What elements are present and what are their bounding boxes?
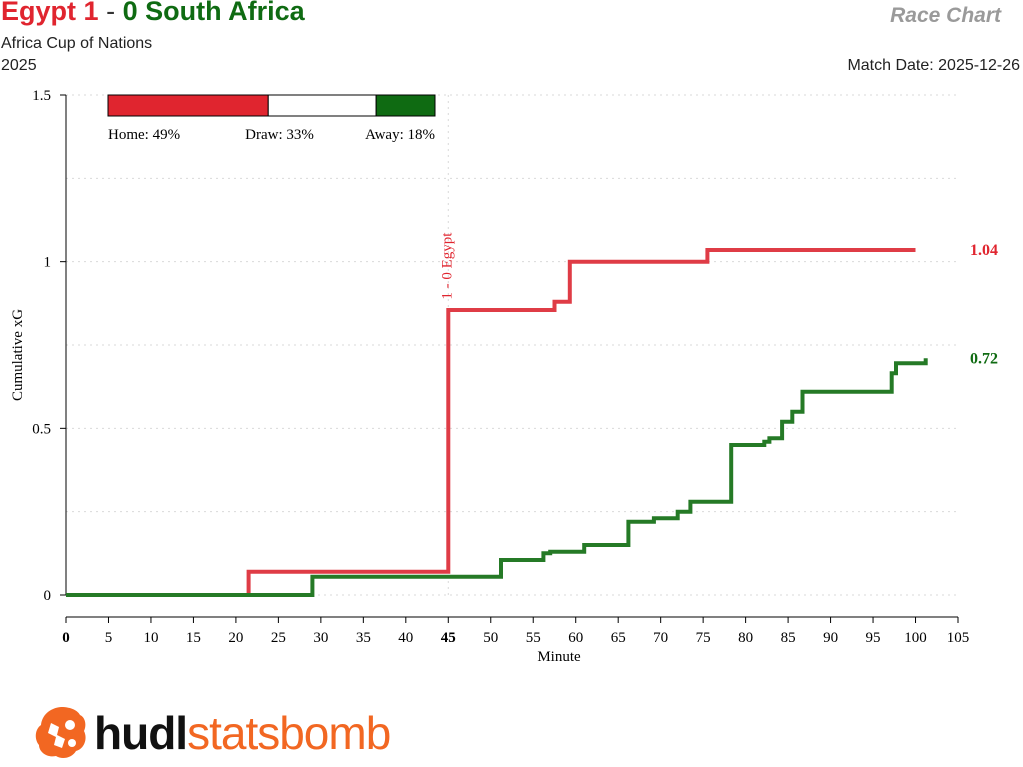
x-tick-label: 90 [823, 630, 838, 646]
home-team-name: Egypt [1, 0, 77, 26]
y-tick-label: 0.5 [32, 421, 51, 437]
x-tick-label: 30 [313, 630, 328, 646]
x-tick-label: 70 [653, 630, 668, 646]
x-tick-label: 100 [904, 630, 927, 646]
chart-type-label: Race Chart [890, 4, 1001, 27]
match-title: Egypt 1 - 0 South Africa [1, 0, 305, 27]
draw-probability-label: Draw: 33% [245, 127, 314, 143]
hudl-statsbomb-logo-icon [35, 707, 86, 759]
x-tick-label: 95 [866, 630, 881, 646]
x-tick-label: 55 [526, 630, 541, 646]
away-team-name: South Africa [145, 0, 305, 26]
competition-name: Africa Cup of Nations [1, 35, 153, 52]
score-separator: - [106, 0, 116, 26]
x-tick-label: 60 [568, 630, 583, 646]
x-tick-label: 25 [271, 630, 286, 646]
x-tick-label: 40 [398, 630, 413, 646]
hudl-statsbomb-logo: hudlstatsbomb [34, 703, 391, 763]
x-tick-label: 75 [696, 630, 711, 646]
y-axis-label: Cumulative xG [10, 309, 26, 401]
x-tick-label: 20 [228, 630, 243, 646]
goal-annotation: 1 - 0 Egypt [439, 232, 455, 300]
logo-word-hudl: hudl [94, 707, 188, 759]
x-tick-label: 50 [483, 630, 498, 646]
away-probability-label: Away: 18% [365, 127, 435, 143]
axes: 0 5 10 15 20 25 30 35 40 45 50 55 60 65 70 75 80 85 90 95 10… [10, 88, 969, 665]
x-tick-label: 105 [947, 630, 970, 646]
logo-word-statsbomb: statsbomb [187, 707, 391, 759]
away-xg-line [66, 358, 928, 597]
away-final-xg-label: 0.72 [970, 350, 998, 367]
x-axis-label: Minute [537, 649, 581, 665]
goal-annotations: 1 - 0 Egypt [439, 232, 455, 300]
away-score: 0 [122, 0, 138, 26]
xg-series: 1.04 0.72 [66, 242, 998, 597]
x-tick-label: 65 [611, 630, 626, 646]
x-tick-label: 0 [62, 630, 70, 646]
x-tick-label: 5 [105, 630, 113, 646]
season-label: 2025 [1, 57, 37, 74]
race-chart: 0 5 10 15 20 25 30 35 40 45 50 55 60 65 70 75 80 85 90 95 10… [10, 88, 998, 665]
away-probability-segment [375, 94, 436, 117]
y-tick-label: 1 [44, 255, 52, 271]
x-tick-label: 35 [356, 630, 371, 646]
home-final-xg-label: 1.04 [970, 242, 998, 259]
x-tick-label: 80 [738, 630, 753, 646]
win-probability-bar: Home: 49% Draw: 33% Away: 18% [107, 94, 436, 143]
x-tick-label: 15 [186, 630, 201, 646]
y-tick-label: 1.5 [32, 88, 51, 104]
x-tick-label: 85 [781, 630, 796, 646]
home-score: 1 [83, 0, 99, 26]
x-tick-label: 10 [143, 630, 158, 646]
home-xg-line [66, 248, 916, 597]
x-tick-label: 45 [441, 630, 456, 646]
match-date: Match Date: 2025-12-26 [847, 57, 1020, 74]
draw-probability-segment [267, 94, 377, 117]
home-probability-label: Home: 49% [108, 127, 180, 143]
logo-wordmark: hudlstatsbomb [94, 707, 391, 759]
home-probability-segment [107, 94, 269, 117]
y-tick-label: 0 [44, 588, 52, 604]
grid [66, 94, 958, 596]
